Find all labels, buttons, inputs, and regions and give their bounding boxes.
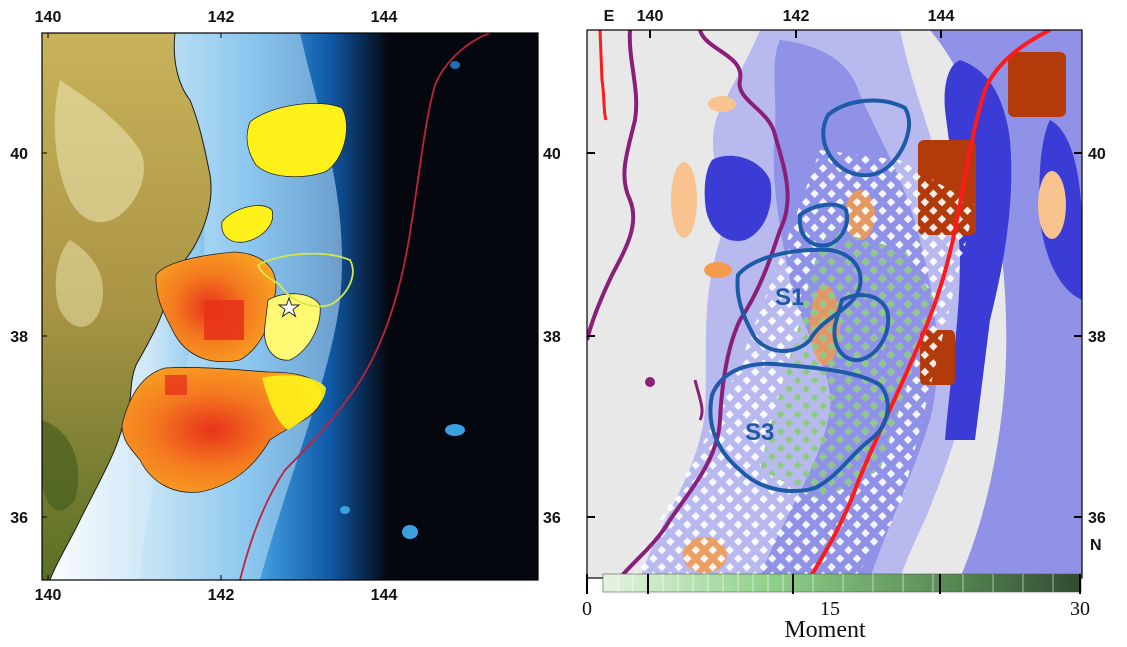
peak-slip-block <box>204 300 244 340</box>
rupture-patch-east <box>264 293 321 361</box>
lat-tick-left-38: 38 <box>10 329 28 346</box>
left-tick-marks <box>42 33 538 580</box>
right-lat-tick-36: 36 <box>1088 510 1106 527</box>
moment-colorbar: 0 15 30 Moment <box>582 573 1090 643</box>
peak-slip-block <box>165 375 187 395</box>
colorbar-ticks <box>586 574 1081 594</box>
slip-contour-north <box>821 98 911 178</box>
slip-diamond-grid <box>625 150 975 578</box>
field-positive-light <box>704 262 732 278</box>
colorbar-segments <box>617 574 1054 592</box>
lat-tick-left-40: 40 <box>10 146 28 163</box>
left-map-frame <box>41 32 539 581</box>
slip-contour-small <box>797 202 849 248</box>
land-lowland <box>42 420 79 511</box>
rupture-patch-north <box>246 103 347 178</box>
slip-contour-east <box>832 293 891 363</box>
right-map-field <box>587 30 1082 578</box>
lon-tick-top-142: 142 <box>208 9 235 26</box>
field-positive-light <box>1038 171 1066 239</box>
land-highlight <box>55 240 104 327</box>
seamount <box>445 424 465 436</box>
lat-tick-right-38: 38 <box>543 329 561 346</box>
rupture-patch-edge <box>262 375 326 430</box>
rupture-patch-small <box>221 205 274 243</box>
region-label-s1: S1 <box>775 284 804 311</box>
right-tick-marks <box>587 30 1082 518</box>
right-lon-tick-140: 140 <box>637 8 664 25</box>
corner-label-n: N <box>1090 537 1102 554</box>
field-positive-patch <box>1008 52 1066 117</box>
seamount <box>450 61 460 69</box>
japan-trench-line <box>239 33 491 580</box>
slip-contour-s3 <box>708 361 890 493</box>
lat-tick-left-36: 36 <box>10 510 28 527</box>
trench-line-red <box>808 30 1051 578</box>
trench-fragment-red <box>598 30 608 121</box>
right-lat-tick-38: 38 <box>1088 329 1106 346</box>
lat-tick-right-36: 36 <box>543 510 561 527</box>
right-map-panel: E 140 142 144 40 38 36 N S1 S3 <box>582 8 1106 643</box>
colorbar-tick-30: 30 <box>1070 598 1090 620</box>
epicenter-star-icon <box>277 296 301 318</box>
left-map-panel: 140 142 144 140 142 144 40 38 36 40 38 3… <box>10 9 561 604</box>
right-lon-tick-144: 144 <box>928 8 955 25</box>
lon-tick-bottom-142: 142 <box>208 587 235 604</box>
field-negative-core <box>704 155 772 241</box>
land-highlight <box>54 80 144 223</box>
colorbar-label: Moment <box>784 617 866 643</box>
coastline-island <box>645 377 655 387</box>
region-label-s3: S3 <box>745 419 774 446</box>
coastline-purple <box>587 30 639 341</box>
lon-tick-bottom-140: 140 <box>35 587 62 604</box>
coastline-fragment <box>693 379 704 421</box>
lon-tick-top-140: 140 <box>35 9 62 26</box>
seamount <box>340 506 350 514</box>
corner-label-e: E <box>604 8 615 25</box>
right-lat-tick-40: 40 <box>1088 146 1106 163</box>
lon-tick-bottom-144: 144 <box>371 587 398 604</box>
colorbar-tick-15: 15 <box>820 598 840 620</box>
field-positive-light <box>708 96 736 112</box>
aftershock-contour <box>256 252 354 308</box>
left-map-basemap <box>42 33 538 580</box>
coastline-purple-east <box>618 30 790 578</box>
seamount <box>402 525 418 539</box>
lat-tick-right-40: 40 <box>543 146 561 163</box>
field-positive-light <box>671 162 697 238</box>
right-lon-tick-142: 142 <box>783 8 810 25</box>
colorbar-gradient <box>602 573 1082 593</box>
colorbar-tick-0: 0 <box>582 598 592 620</box>
lon-tick-top-144: 144 <box>371 9 398 26</box>
